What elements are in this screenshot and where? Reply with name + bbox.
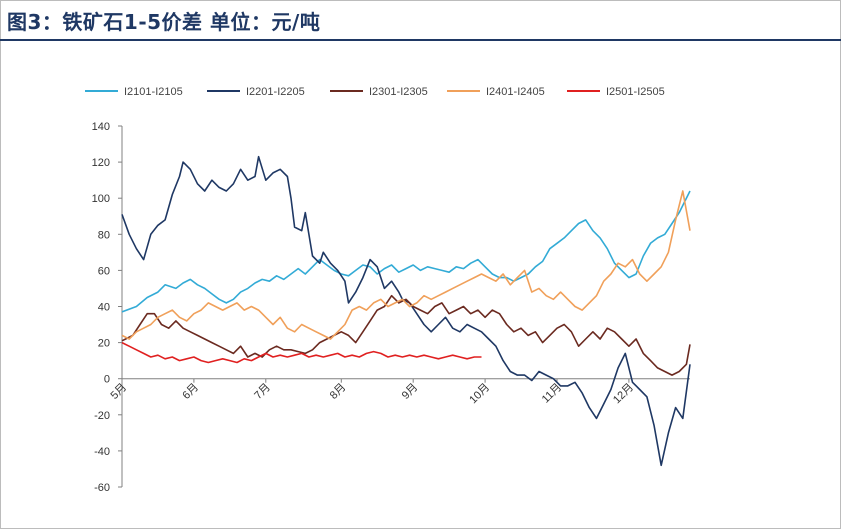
legend-label: I2201-I2205 [246, 86, 305, 98]
x-tick-label: 8月 [328, 381, 349, 402]
series-line-i2501-i2505 [121, 341, 482, 364]
x-tick-label: 12月 [611, 381, 636, 406]
series-line-i2201-i2205 [121, 155, 691, 467]
x-tick-label: 9月 [400, 381, 421, 402]
y-tick-label: 120 [92, 157, 110, 169]
y-tick-label: -40 [94, 446, 110, 458]
chart-title: 图3：铁矿石1-5价差 单位：元/吨 [7, 10, 321, 34]
y-tick-label: 100 [92, 193, 110, 205]
legend-label: I2401-I2405 [486, 86, 545, 98]
legend-label: I2301-I2305 [369, 86, 428, 98]
series-line-i2301-i2305 [121, 294, 691, 376]
y-tick-label: -60 [94, 482, 110, 494]
x-tick-label: 10月 [467, 381, 492, 406]
y-tick-label: 80 [98, 229, 110, 241]
y-tick-label: 40 [98, 302, 110, 314]
x-tick-label: 6月 [180, 381, 201, 402]
series-line-i2101-i2105 [121, 190, 691, 313]
y-tick-label: 0 [104, 374, 110, 386]
legend: I2101-I2105 I2201-I2205 I2301-I2305 I2401-I… [85, 86, 665, 98]
legend-label: I2501-I2505 [606, 86, 665, 98]
x-tick-label: 5月 [109, 381, 130, 402]
x-tick-label: 7月 [252, 381, 273, 402]
y-tick-label: 140 [92, 121, 110, 133]
y-tick-label: 60 [98, 265, 110, 277]
x-axis: 5月 6月 7月 8月 9月 10月 11月 12月 [109, 378, 690, 406]
legend-label: I2101-I2105 [124, 86, 183, 98]
series-line-i2401-i2405 [121, 190, 691, 340]
title-underline [0, 39, 841, 41]
series-group [121, 155, 691, 467]
y-tick-label: 20 [98, 338, 110, 350]
y-tick-label: -20 [94, 410, 110, 422]
y-axis: -60 -40 -20 0 20 40 60 80 100 120 140 [92, 121, 123, 494]
